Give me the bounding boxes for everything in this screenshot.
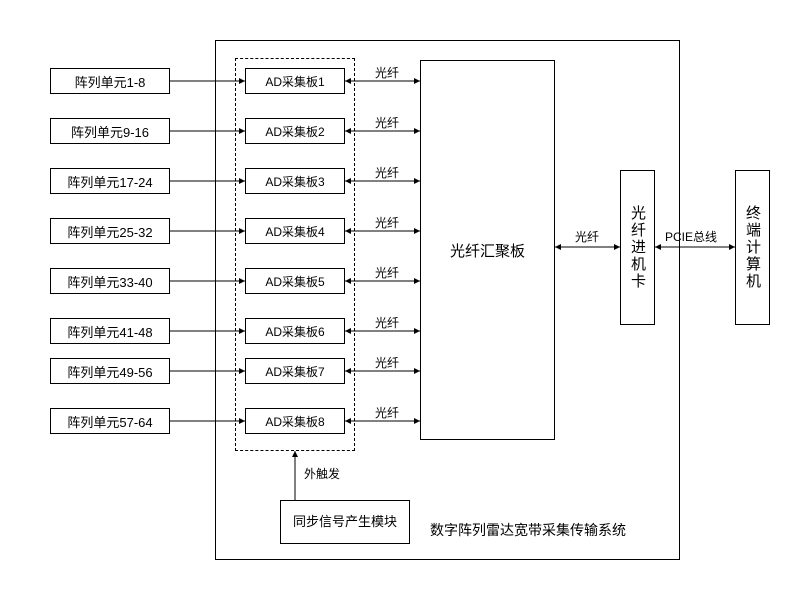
fiber-label-7: 光纤 — [375, 354, 399, 371]
ad-board-4: AD采集板4 — [245, 218, 345, 244]
array-unit-2: 阵列单元9-16 — [50, 118, 170, 144]
sync-module: 同步信号产生模块 — [280, 500, 410, 544]
fiber-label-5: 光纤 — [375, 264, 399, 281]
ad-board-8: AD采集板8 — [245, 408, 345, 434]
fiber-label-out: 光纤 — [575, 228, 599, 245]
array-unit-5: 阵列单元33-40 — [50, 268, 170, 294]
ad-board-2: AD采集板2 — [245, 118, 345, 144]
ext-trigger-label: 外触发 — [304, 465, 340, 482]
ad-board-5: AD采集板5 — [245, 268, 345, 294]
ad-group — [235, 58, 355, 451]
fiber-label-8: 光纤 — [375, 404, 399, 421]
pcie-label: PCIE总线 — [665, 228, 717, 245]
fiber-label-2: 光纤 — [375, 114, 399, 131]
fiber-label-6: 光纤 — [375, 314, 399, 331]
fiber-card: 光纤进机卡 — [620, 170, 655, 325]
array-unit-1: 阵列单元1-8 — [50, 68, 170, 94]
array-unit-8: 阵列单元57-64 — [50, 408, 170, 434]
ad-board-3: AD采集板3 — [245, 168, 345, 194]
ad-board-7: AD采集板7 — [245, 358, 345, 384]
fiber-label-4: 光纤 — [375, 214, 399, 231]
terminal-computer: 终端计算机 — [735, 170, 770, 325]
system-title: 数字阵列雷达宽带采集传输系统 — [430, 520, 626, 540]
fiber-label-1: 光纤 — [375, 64, 399, 81]
fiber-label-3: 光纤 — [375, 164, 399, 181]
array-unit-4: 阵列单元25-32 — [50, 218, 170, 244]
array-unit-7: 阵列单元49-56 — [50, 358, 170, 384]
aggregation-board: 光纤汇聚板 — [420, 60, 555, 440]
ad-board-1: AD采集板1 — [245, 68, 345, 94]
ad-board-6: AD采集板6 — [245, 318, 345, 344]
array-unit-6: 阵列单元41-48 — [50, 318, 170, 344]
array-unit-3: 阵列单元17-24 — [50, 168, 170, 194]
